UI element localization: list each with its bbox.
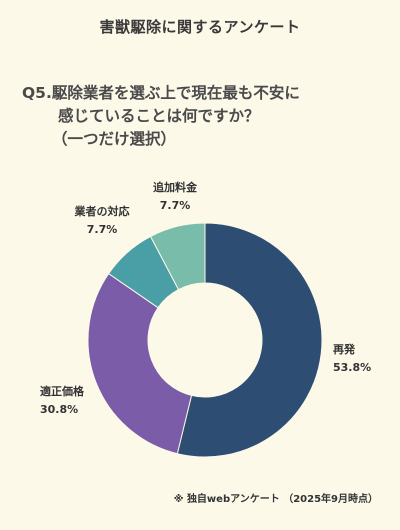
donut-chart-svg: 再発 53.8% 適正価格 30.8% 業者の対応 7.7% 追加料金 7.7% (40, 180, 371, 458)
page-title: 害獣駆除に関するアンケート (99, 17, 301, 36)
question-line-3: （一つだけ選択） (52, 130, 177, 148)
slice-label: 追加料金 (153, 180, 198, 194)
donut-chart: 再発 53.8% 適正価格 30.8% 業者の対応 7.7% 追加料金 7.7% (0, 165, 400, 485)
slice-value-label: 7.7% (160, 199, 191, 212)
donut-slice (176, 222, 323, 458)
footnote: ※ 独自webアンケート （2025年9月時点） (173, 494, 378, 505)
slice-value-label: 53.8% (333, 361, 371, 374)
slice-value-label: 30.8% (40, 403, 78, 416)
slice-label: 業者の対応 (74, 204, 130, 218)
donut-slice (149, 222, 206, 291)
donut-slice (87, 272, 193, 455)
question-line-1: Q5.駆除業者を選ぶ上で現在最も不安に (22, 84, 300, 102)
question-line-2: 感じていることは何ですか？ (58, 107, 260, 125)
slice-label: 再発 (333, 342, 356, 356)
slice-label: 適正価格 (40, 384, 85, 398)
header: 害獣駆除に関するアンケート (0, 0, 400, 52)
slice-value-label: 7.7% (87, 223, 118, 236)
